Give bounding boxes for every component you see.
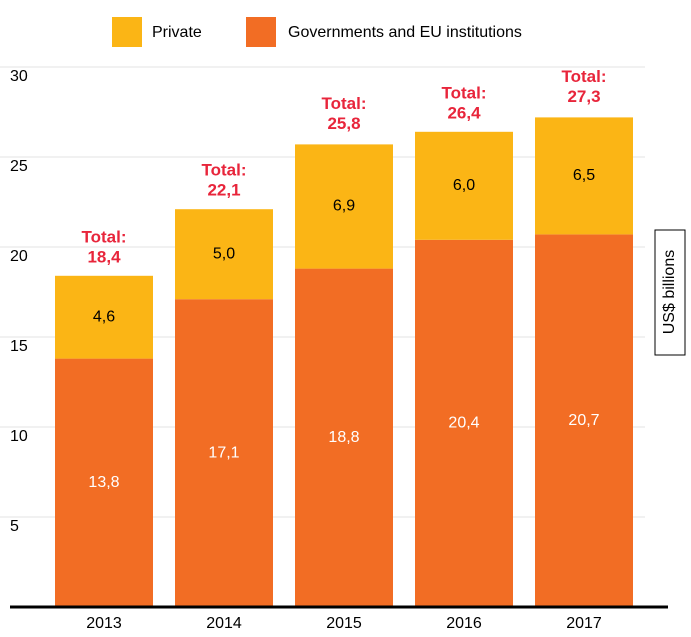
bar-segment — [535, 234, 633, 607]
total-label: 22,1 — [207, 181, 240, 200]
total-label: 26,4 — [447, 103, 481, 122]
legend-label: Governments and EU institutions — [288, 24, 522, 41]
value-label: 6,5 — [573, 167, 595, 184]
y-tick-label: 25 — [10, 158, 28, 175]
legend-swatch — [246, 17, 276, 47]
total-caption: Total: — [441, 83, 486, 102]
legend-label: Private — [152, 24, 202, 41]
legend-swatch — [112, 17, 142, 47]
y-tick-label: 5 — [10, 518, 19, 535]
y-tick-label: 30 — [10, 68, 28, 85]
y-label-box — [654, 229, 686, 356]
value-label: 6,9 — [333, 198, 355, 215]
bar-segment — [175, 209, 273, 300]
x-tick-label: 2014 — [206, 615, 242, 632]
bar-segment — [175, 299, 273, 607]
bar-segment — [415, 239, 513, 608]
bar-segment — [55, 275, 153, 359]
bar-segment — [535, 117, 633, 235]
y-tick-label: 10 — [10, 428, 28, 445]
total-label: 27,3 — [567, 87, 600, 106]
y-axis-label: US$ billions — [661, 250, 678, 334]
value-label: 17,1 — [208, 444, 239, 461]
total-caption: Total: — [201, 161, 246, 180]
value-label: 6,0 — [453, 177, 475, 194]
total-label: 18,4 — [87, 247, 121, 266]
value-label: 18,8 — [328, 429, 359, 446]
bar-segment — [55, 358, 153, 607]
bar-segment — [295, 268, 393, 607]
value-label: 13,8 — [88, 474, 119, 491]
value-label: 20,7 — [568, 412, 599, 429]
value-label: 4,6 — [93, 308, 115, 325]
y-tick-label: 20 — [10, 248, 28, 265]
bar-segment — [415, 131, 513, 240]
value-label: 5,0 — [213, 245, 235, 262]
x-tick-label: 2017 — [566, 615, 602, 632]
x-tick-label: 2016 — [446, 615, 482, 632]
total-caption: Total: — [81, 227, 126, 246]
bar-segment — [295, 144, 393, 269]
total-label: 25,8 — [327, 114, 360, 133]
y-tick-label: 15 — [10, 338, 28, 355]
value-label: 20,4 — [448, 415, 479, 432]
x-tick-label: 2013 — [86, 615, 122, 632]
total-caption: Total: — [321, 94, 366, 113]
total-caption: Total: — [561, 67, 606, 86]
x-tick-label: 2015 — [326, 615, 362, 632]
